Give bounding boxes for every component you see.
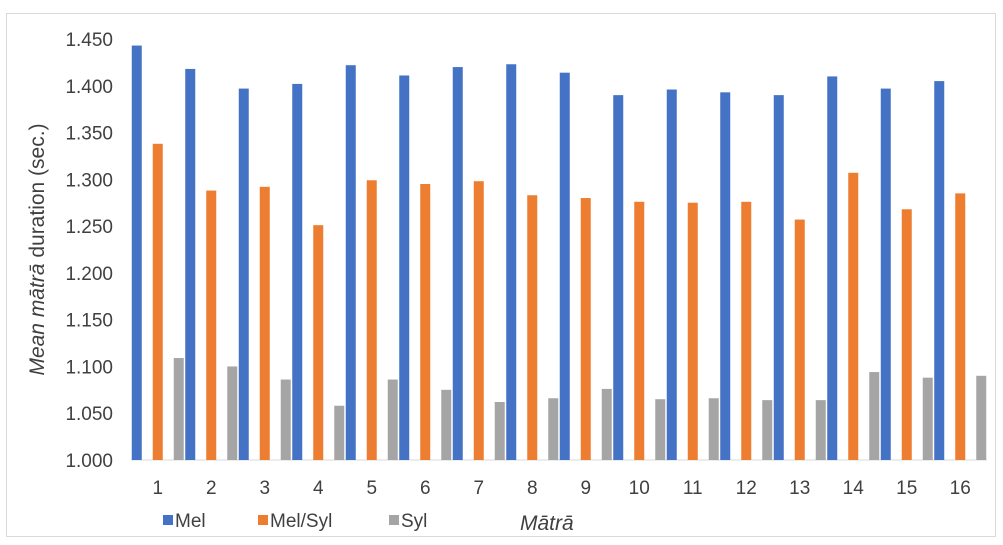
bar-syl-3 [280,379,291,460]
y-tick-label: 1.450 [65,30,113,51]
y-tick-label: 1.150 [65,311,113,332]
bar-syl-10 [655,399,666,460]
bar-mel-1 [131,45,142,460]
y-tick-label: 1.050 [65,404,113,425]
bar-syl-2 [227,366,238,460]
x-tick-label: 3 [259,478,270,499]
x-tick-label: 12 [736,478,757,499]
y-tick-label: 1.100 [65,357,113,378]
bar-mel-syl-11 [687,202,698,460]
bar-mel-15 [880,88,891,460]
legend-swatch-mel [163,515,173,525]
y-tick-label: 1.200 [65,264,113,285]
bar-mel-8 [506,64,517,460]
bar-syl-9 [601,388,612,460]
bar-syl-8 [548,398,559,460]
bar-syl-12 [762,400,773,460]
bar-mel-3 [238,88,249,460]
x-axis-ticks: 1 2 3 4 5 6 7 8 9 10 11 12 13 14 15 16 [152,478,970,499]
bar-mel-9 [559,72,570,461]
bar-syl-11 [708,398,719,460]
x-tick-label: 4 [313,478,324,499]
bar-mel-syl-1 [152,143,163,460]
bar-mel-syl-16 [955,193,966,460]
x-tick-label: 14 [843,478,865,499]
bar-syl-6 [441,389,452,460]
legend-swatch-syl [389,515,399,525]
bar-mel-13 [773,95,784,460]
y-tick-label: 1.350 [65,124,113,145]
y-axis-title-italic: Mean mātrā [26,264,49,376]
legend-label-mel-syl: Mel/Syl [270,511,332,532]
bar-mel-syl-9 [580,198,591,461]
y-axis-title-rest: duration (sec.) [26,123,49,263]
bar-mel-7 [452,67,463,461]
x-axis-title: Mātrā [520,512,574,535]
bar-syl-1 [173,358,184,460]
bar-mel-16 [934,81,945,460]
bar-mel-6 [399,75,410,460]
legend-swatch-mel-syl [258,515,268,525]
bar-syl-14 [869,372,880,460]
y-tick-label: 1.250 [65,217,113,238]
bar-mel-syl-15 [901,209,912,460]
legend: Mel Mel/Syl Syl [163,511,427,532]
bar-syl-13 [815,400,826,460]
x-tick-label: 16 [950,478,971,499]
y-axis-ticks: 1.000 1.050 1.100 1.150 1.200 1.250 1.300 1.350… [65,30,113,472]
y-axis-title: Mean mātrā duration (sec.) [26,123,49,375]
bar-mel-syl-13 [794,219,805,460]
bar-mel-syl-10 [634,201,645,460]
legend-label-syl: Syl [401,511,427,532]
x-tick-label: 9 [580,478,591,499]
bar-mel-syl-3 [259,186,270,460]
bar-syl-7 [494,401,505,460]
bars [131,45,987,461]
x-tick-label: 7 [473,478,484,499]
bar-mel-4 [292,83,303,460]
bar-mel-2 [185,68,196,460]
bar-mel-syl-2 [206,190,217,460]
legend-label-mel: Mel [175,511,206,532]
bar-mel-12 [720,92,731,461]
bar-syl-15 [922,377,933,460]
y-tick-label: 1.400 [65,77,113,98]
bar-mel-syl-5 [366,180,377,460]
x-tick-label: 11 [683,478,703,499]
x-tick-label: 10 [629,478,650,499]
bar-mel-10 [613,95,624,460]
bar-syl-5 [387,379,398,460]
x-tick-label: 13 [789,478,810,499]
bar-mel-syl-4 [313,225,324,460]
x-tick-label: 1 [152,478,163,499]
x-tick-label: 15 [896,478,917,499]
y-tick-label: 1.300 [65,170,113,191]
bar-mel-syl-7 [473,181,484,460]
bar-mel-syl-6 [420,184,431,460]
bar-mel-syl-8 [527,195,538,460]
bar-mel-syl-12 [741,201,752,460]
bar-syl-16 [976,375,987,460]
x-tick-label: 2 [206,478,217,499]
x-tick-label: 8 [527,478,538,499]
bar-mel-14 [827,76,838,460]
bar-syl-4 [334,405,345,460]
x-tick-label: 5 [366,478,377,499]
bar-mel-5 [345,65,356,460]
bar-mel-syl-14 [848,172,859,461]
y-tick-label: 1.000 [65,451,113,472]
x-tick-label: 6 [420,478,431,499]
bar-mel-11 [666,89,677,461]
